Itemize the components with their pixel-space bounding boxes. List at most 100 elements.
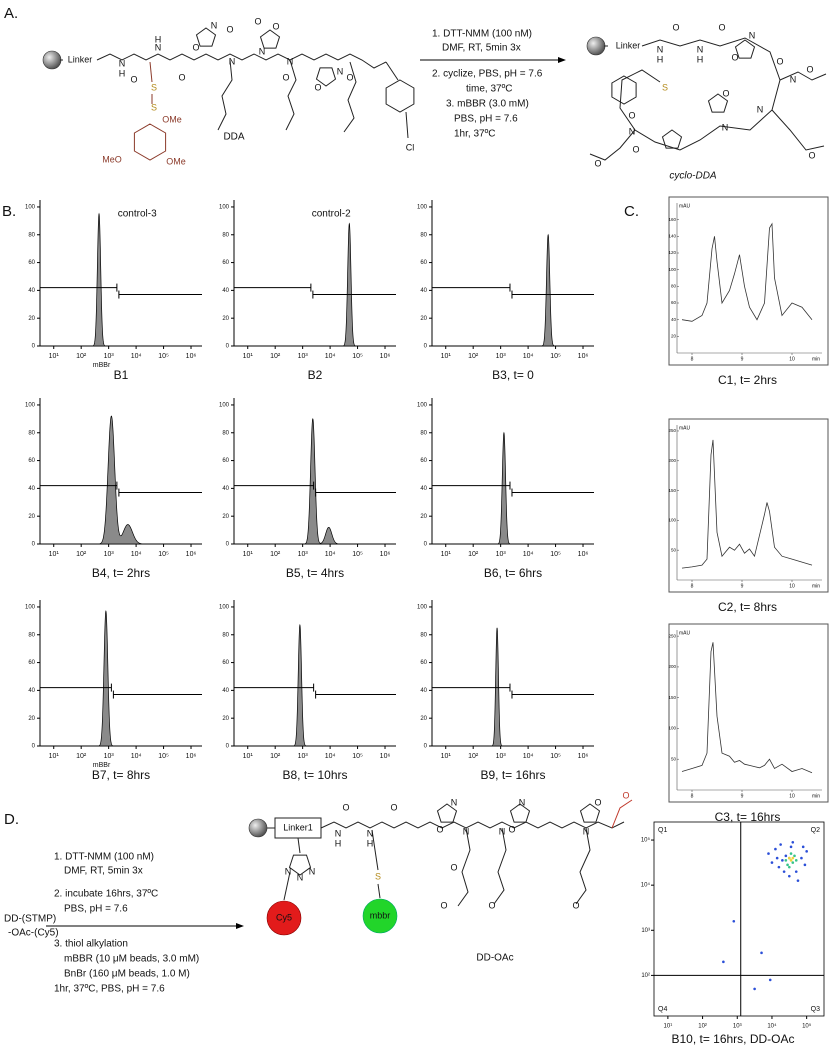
y-unit: mAU	[679, 630, 691, 636]
y-unit: mAU	[679, 203, 691, 209]
atom-label: N	[629, 126, 636, 136]
atom-label: O	[440, 900, 447, 910]
x-tick-label: 10⁵	[550, 753, 561, 760]
atom-label: O	[192, 42, 199, 52]
x-tick-label: 10⁴	[131, 551, 142, 558]
plot-frame	[668, 418, 829, 593]
arrow-head	[236, 923, 244, 929]
histogram	[432, 431, 594, 545]
atom-label: OMe	[162, 114, 182, 124]
y-tick-label: 0	[424, 344, 428, 350]
caption: B5, t= 4hrs	[286, 566, 344, 580]
x-tick-label: 10⁶	[578, 551, 589, 558]
y-tick-label: 60	[222, 260, 229, 266]
atom-label: Linker	[616, 40, 641, 50]
scatter-point	[784, 859, 788, 862]
atom-label: N	[119, 58, 126, 68]
caption: B9, t= 16hrs	[480, 768, 545, 782]
atom-label: N	[337, 66, 344, 76]
x-tick-label: 10³	[733, 1024, 742, 1030]
atom-label: O	[226, 24, 233, 34]
atom-label: O	[450, 862, 457, 872]
atom-label: O	[718, 22, 725, 32]
ring	[611, 75, 637, 105]
y-tick-label: 20	[420, 514, 427, 520]
ring	[288, 854, 312, 876]
y-tick-label: 40	[222, 486, 229, 492]
histogram	[432, 233, 594, 347]
y-tick-label: 60	[420, 458, 427, 464]
atom-label: O	[178, 72, 185, 82]
x-unit: min	[812, 793, 820, 799]
y-tick-label: 20	[222, 514, 229, 520]
y-tick-label: 80	[671, 284, 677, 289]
atom-label: N	[722, 122, 729, 132]
x-tick-label: 10²	[270, 753, 281, 760]
atom-label: N	[335, 828, 342, 838]
x-tick-label: 10⁵	[550, 353, 561, 360]
x-unit: min	[812, 356, 820, 362]
atom-label: H	[119, 68, 126, 78]
y-tick-label: 0	[424, 744, 428, 750]
x-tick-label: 10⁴	[523, 551, 534, 558]
atom-label: N	[297, 872, 304, 882]
dye-cy5	[266, 900, 302, 936]
step: 3. mBBR (3.0 mM)	[446, 99, 529, 110]
y-tick-label: 40	[28, 486, 35, 492]
x-tick-label: 10⁴	[131, 353, 142, 360]
y-tick-label: 20	[420, 716, 427, 722]
quadrant-label: Q3	[811, 1006, 820, 1013]
x-tick-label: 10⁴	[325, 353, 336, 360]
scatter-point	[722, 960, 725, 964]
x-tick-label: 10²	[76, 753, 87, 760]
y-tick-label: 40	[28, 288, 35, 294]
scatter-point	[801, 845, 805, 849]
ring	[509, 803, 531, 823]
dye-mbbr	[362, 898, 398, 934]
atom-label: N	[259, 46, 266, 56]
scatter-point	[753, 987, 756, 991]
atom-label: N	[583, 826, 590, 836]
step: 3. thiol alkylation	[54, 939, 128, 950]
x-tick-label: 10³	[298, 551, 309, 558]
x-tick-label: 10	[789, 583, 795, 589]
scatter-point	[760, 951, 763, 955]
caption: B8, t= 10hrs	[282, 768, 347, 782]
y-tick-label: 100	[417, 205, 428, 211]
scatter-point	[794, 870, 798, 873]
atom-label: S	[151, 82, 157, 92]
resin-bead	[586, 36, 606, 56]
scatter-point	[793, 854, 796, 858]
atom-label: H	[697, 54, 704, 64]
ring	[579, 803, 601, 823]
scatter-point	[788, 856, 791, 860]
caption: B2	[308, 368, 323, 382]
bond	[385, 61, 399, 81]
y-tick-label: 250	[668, 428, 676, 433]
step: PBS, pH = 7.6	[64, 904, 128, 915]
bond	[96, 53, 387, 69]
bond	[575, 827, 591, 905]
atom-label: O	[488, 900, 495, 910]
y-tick-label: 0	[226, 542, 230, 548]
x-tick-label: 10⁴	[523, 753, 534, 760]
y-tick-label: 200	[668, 664, 676, 669]
axis-label: mBBr	[93, 362, 111, 369]
y-tick-label: 100	[219, 205, 230, 211]
y-tick-label: 0	[32, 744, 36, 750]
bond	[457, 827, 471, 907]
bond	[343, 61, 357, 133]
y-tick-label: 250	[668, 633, 676, 638]
caption: B4, t= 2hrs	[92, 566, 150, 580]
quadrant-label: Q4	[658, 1006, 667, 1013]
histogram	[40, 610, 202, 747]
y-tick-label: 160	[668, 217, 676, 222]
y-tick-label: 20	[28, 716, 35, 722]
y-tick-label: 0	[226, 744, 230, 750]
x-tick-label: 10⁴	[325, 753, 336, 760]
x-tick-label: 10²	[76, 353, 87, 360]
step: 2. cyclize, PBS, pH = 7.6	[432, 69, 543, 80]
scatter-point	[791, 841, 795, 844]
y-tick-label: 10⁵	[641, 837, 651, 844]
y-tick-label: 20	[420, 316, 427, 322]
